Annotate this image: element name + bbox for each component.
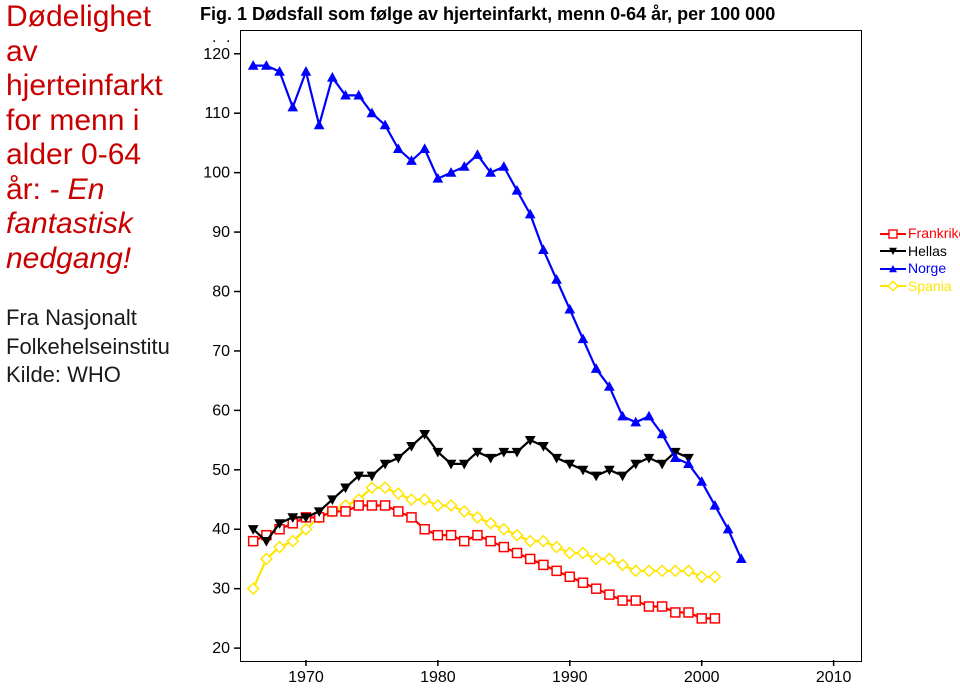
svg-text:70: 70 [212, 343, 230, 360]
svg-text:20: 20 [212, 640, 230, 657]
page: Dødelighet av hjerteinfarkt for menn i a… [0, 0, 960, 690]
svg-text:120: 120 [203, 46, 230, 63]
svg-text:2010: 2010 [816, 669, 852, 686]
headline-line: Dødelighet [6, 0, 196, 35]
svg-text:110: 110 [204, 105, 230, 122]
svg-text:.: . [212, 29, 216, 46]
headline: Dødelighet av hjerteinfarkt for menn i a… [6, 0, 196, 276]
source-line: Folkehelseinstitu [6, 333, 196, 362]
svg-text:50: 50 [212, 462, 230, 479]
legend-label: Spania [908, 278, 952, 296]
svg-text:2000: 2000 [684, 669, 720, 686]
legend-swatch [880, 250, 902, 252]
headline-line: alder 0-64 [6, 138, 196, 173]
svg-text:30: 30 [212, 581, 230, 598]
svg-text:1990: 1990 [552, 669, 588, 686]
legend-label: Norge [908, 260, 946, 278]
headline-line: år: - En [6, 173, 196, 208]
svg-text:1980: 1980 [420, 669, 456, 686]
headline-line: for menn i [6, 104, 196, 139]
headline-line: nedgang! [6, 242, 196, 277]
headline-line: av [6, 35, 196, 70]
source-line: Kilde: WHO [6, 361, 196, 390]
legend-item-spania: Spania [880, 278, 960, 296]
legend-item-frankrike: Frankrike [880, 225, 960, 243]
headline-line: fantastisk [6, 207, 196, 242]
legend-item-hellas: Hellas [880, 243, 960, 261]
source-text: Fra Nasjonalt Folkehelseinstitu Kilde: W… [6, 304, 196, 390]
line-chart: 20 30 40 50 60 70 80 90 100 110 120 1970 1980 1990 200… [200, 0, 960, 690]
left-text-column: Dødelighet av hjerteinfarkt for menn i a… [6, 0, 196, 390]
legend-label: Frankrike [908, 225, 960, 243]
source-line: Fra Nasjonalt [6, 304, 196, 333]
legend-label: Hellas [908, 243, 947, 261]
svg-text:40: 40 [212, 521, 230, 538]
legend-swatch [880, 285, 902, 287]
svg-text:1970: 1970 [288, 669, 324, 686]
legend: FrankrikeHellasNorgeSpania [880, 225, 960, 295]
svg-text:.: . [226, 29, 230, 46]
legend-item-norge: Norge [880, 260, 960, 278]
svg-text:60: 60 [212, 402, 230, 419]
svg-text:90: 90 [212, 224, 230, 241]
chart-area: Fig. 1 Dødsfall som følge av hjerteinfar… [200, 0, 960, 690]
svg-text:100: 100 [203, 165, 230, 182]
legend-swatch [880, 268, 902, 270]
svg-text:80: 80 [212, 284, 230, 301]
legend-swatch [880, 233, 902, 235]
headline-line: hjerteinfarkt [6, 69, 196, 104]
